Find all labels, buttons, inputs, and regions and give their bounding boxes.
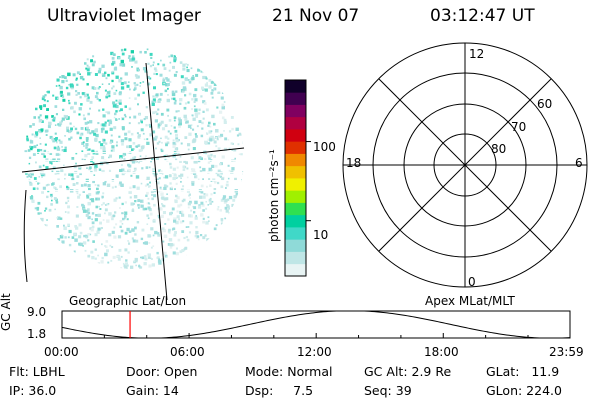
seq-readout: Seq: 39 bbox=[364, 383, 412, 398]
colorbar-segment bbox=[285, 129, 306, 142]
colorbar-segment bbox=[285, 227, 306, 240]
x-tick-1200: 12:00 bbox=[297, 345, 332, 359]
door-readout: Door: Open bbox=[126, 364, 198, 379]
mode-readout: Mode: Normal bbox=[245, 364, 333, 379]
meridian-line bbox=[145, 62, 168, 301]
colorbar-unit-label: photon cm⁻²s⁻¹ bbox=[267, 149, 281, 242]
mlat-label-70: 70 bbox=[511, 120, 527, 134]
altitude-curve bbox=[62, 311, 570, 338]
colorbar-tick-10: 10 bbox=[313, 228, 329, 242]
colorbar-segment bbox=[285, 141, 306, 154]
gc-alt-axis-title: GC Alt bbox=[0, 293, 13, 331]
colorbar-segment bbox=[285, 202, 306, 216]
polar-diagonal-2 bbox=[378, 78, 552, 252]
gc-alt-readout: GC Alt: 2.9 Re bbox=[364, 364, 452, 379]
x-tick-1800: 18:00 bbox=[424, 345, 459, 359]
date-label: 21 Nov 07 bbox=[272, 6, 360, 26]
colorbar bbox=[284, 79, 311, 277]
mlat-label-80: 80 bbox=[491, 142, 507, 156]
dsp-readout: Dsp: 7.5 bbox=[245, 383, 314, 398]
mlt-label-18: 18 bbox=[346, 156, 362, 170]
geographic-caption: Geographic Lat/Lon bbox=[69, 294, 187, 308]
altitude-timeline bbox=[61, 310, 571, 339]
colorbar-segment bbox=[285, 92, 306, 105]
gc-alt-tick-min: 1.8 bbox=[27, 327, 47, 341]
colorbar-segment bbox=[285, 263, 306, 277]
colorbar-segment bbox=[285, 251, 306, 265]
colorbar-segment bbox=[285, 239, 306, 252]
colorbar-segment bbox=[285, 190, 306, 203]
colorbar-segment bbox=[285, 165, 306, 179]
polar-plot bbox=[342, 42, 588, 288]
uv-image-disk bbox=[21, 48, 245, 301]
parallel-line bbox=[21, 147, 245, 173]
mlt-label-12: 12 bbox=[469, 47, 485, 61]
glon-readout: GLon: 224.0 bbox=[486, 383, 562, 398]
colorbar-segment bbox=[285, 178, 306, 191]
colorbar-segment bbox=[285, 116, 306, 130]
x-tick-0000: 00:00 bbox=[44, 345, 79, 359]
colorbar-tick-100: 100 bbox=[313, 140, 336, 154]
colorbar-segment bbox=[285, 214, 306, 228]
apex-caption: Apex MLat/MLT bbox=[425, 294, 515, 308]
x-tick-2359: 23:59 bbox=[549, 345, 584, 359]
filter-readout: Flt: LBHL bbox=[9, 364, 65, 379]
instrument-title: Ultraviolet Imager bbox=[47, 6, 201, 26]
mlt-label-6: 6 bbox=[575, 156, 583, 170]
colorbar-segment bbox=[285, 153, 306, 167]
gc-alt-tick-max: 9.0 bbox=[27, 305, 47, 319]
time-label: 03:12:47 UT bbox=[430, 6, 535, 26]
mlat-label-60: 60 bbox=[537, 97, 553, 111]
ip-readout: IP: 36.0 bbox=[9, 383, 57, 398]
gain-readout: Gain: 14 bbox=[126, 383, 179, 398]
mlt-label-0: 0 bbox=[468, 275, 476, 289]
glat-readout: GLat: 11.9 bbox=[486, 364, 560, 379]
limb-line bbox=[23, 189, 28, 283]
colorbar-segment bbox=[285, 80, 306, 93]
x-tick-0600: 06:00 bbox=[170, 345, 205, 359]
colorbar-segment bbox=[285, 104, 306, 118]
